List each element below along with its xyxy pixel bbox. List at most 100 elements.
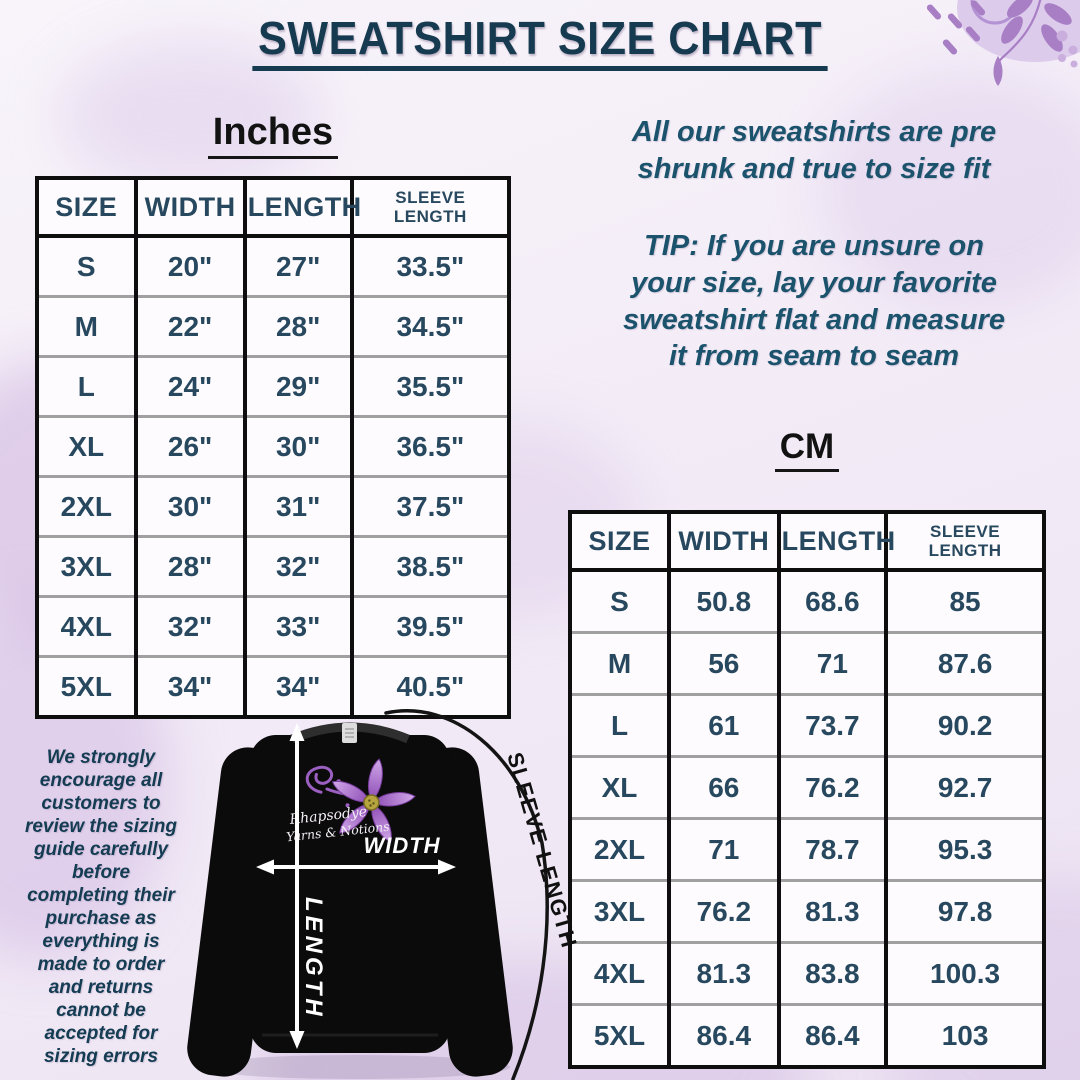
size-cell: 103 — [884, 1003, 1044, 1067]
size-cell: 28" — [133, 535, 245, 597]
size-cell: 50.8 — [666, 570, 779, 633]
neck-tag — [342, 723, 357, 743]
measurement-arrows: WIDTH LENGTH — [256, 723, 456, 1049]
column-header: WIDTH — [666, 512, 779, 572]
size-cell: 95.3 — [884, 817, 1044, 881]
size-cell: 100.3 — [884, 941, 1044, 1005]
size-row: 4XL 81.3 83.8 100.3 — [570, 941, 1044, 1005]
size-row: 3XL 76.2 81.3 97.8 — [570, 879, 1044, 943]
size-cell: 34.5" — [349, 295, 509, 357]
leaf-shapes — [993, 0, 1072, 86]
size-row: S 50.8 68.6 85 — [570, 570, 1044, 633]
column-header: LENGTH — [242, 178, 361, 238]
size-cell: 39.5" — [349, 595, 509, 657]
leaf-branch-decoration — [926, 0, 1080, 86]
size-row: M 22" 28" 34.5" — [37, 295, 509, 357]
size-cell: 92.7 — [884, 755, 1044, 819]
size-row: L 24" 29" 35.5" — [37, 355, 509, 417]
size-cell: 26" — [133, 415, 245, 477]
size-cell: 3XL — [570, 879, 669, 943]
size-cell: 3XL — [37, 535, 136, 597]
inches-heading-text: Inches — [207, 111, 339, 159]
size-cell: 34" — [133, 655, 245, 717]
size-row: 2XL 71 78.7 95.3 — [570, 817, 1044, 881]
size-cell: 2XL — [37, 475, 136, 537]
size-cell: 85 — [884, 570, 1044, 633]
header-row: SIZE WIDTH LENGTH SLEEVE LENGTH — [570, 512, 1044, 572]
size-row: XL 66 76.2 92.7 — [570, 755, 1044, 819]
size-cell: 27" — [242, 236, 352, 297]
page-title-text: SWEATSHIRT SIZE CHART — [252, 14, 828, 72]
size-cell: 76.2 — [666, 879, 779, 943]
dash-accents — [926, 0, 986, 55]
size-cell: 2XL — [570, 817, 669, 881]
size-cell: 29" — [242, 355, 352, 417]
column-header: SLEEVE LENGTH — [349, 178, 509, 238]
dot-accents — [1056, 30, 1078, 68]
header-row: SIZE WIDTH LENGTH SLEEVE LENGTH — [37, 178, 509, 238]
size-cell: XL — [570, 755, 669, 819]
size-cell: 36.5" — [349, 415, 509, 477]
size-cell: 83.8 — [776, 941, 887, 1005]
tip-note: TIP: If you are unsure on your size, lay… — [623, 230, 1005, 373]
cm-heading: CM — [568, 427, 1046, 472]
size-cell: 30" — [242, 415, 352, 477]
preshrunk-note: All our sweatshirts are pre shrunk and t… — [631, 116, 997, 185]
size-cell: 35.5" — [349, 355, 509, 417]
inches-size-table: SIZE WIDTH LENGTH SLEEVE LENGTH S 20" 27" 33.5"… — [35, 176, 511, 719]
column-header: SIZE — [570, 512, 669, 572]
size-cell: XL — [37, 415, 136, 477]
size-cell: 68.6 — [776, 570, 887, 633]
size-cell: 32" — [133, 595, 245, 657]
size-cell: 97.8 — [884, 879, 1044, 943]
size-cell: 86.4 — [776, 1003, 887, 1067]
size-cell: M — [570, 631, 669, 695]
size-cell: 22" — [133, 295, 245, 357]
size-cell: 87.6 — [884, 631, 1044, 695]
size-cell: 61 — [666, 693, 779, 757]
size-cell: 78.7 — [776, 817, 887, 881]
cm-heading-text: CM — [774, 427, 840, 472]
sleeve-curve — [384, 709, 549, 1080]
sweatshirt-graphic — [187, 722, 513, 1079]
disclaimer-note: We strongly encourage all customers to r… — [24, 747, 178, 1067]
size-cell: 37.5" — [349, 475, 509, 537]
size-row: 2XL 30" 31" 37.5" — [37, 475, 509, 537]
size-cell: 5XL — [37, 655, 136, 717]
size-cell: S — [76, 250, 96, 282]
size-cell: 28" — [242, 295, 352, 357]
column-header: SIZE — [37, 178, 136, 238]
cm-size-table: SIZE WIDTH LENGTH SLEEVE LENGTH S 50.8 68.6 85 M… — [568, 510, 1046, 1069]
size-cell: 86.4 — [666, 1003, 779, 1067]
size-row: 4XL 32" 33" 39.5" — [37, 595, 509, 657]
size-row: 5XL 34" 34" 40.5" — [37, 655, 509, 717]
swirl-flourish — [305, 765, 334, 794]
size-cell: 40.5" — [349, 655, 509, 717]
size-cell: M — [37, 295, 136, 357]
sweatshirt-measurement-diagram: Rhapsodye Yarns & Notions WIDTH LENGTH S… — [187, 709, 582, 1080]
size-cell: 71 — [776, 631, 887, 695]
page-title: SWEATSHIRT SIZE CHART — [0, 14, 1080, 72]
size-cell: 5XL — [570, 1003, 669, 1067]
width-label: WIDTH — [363, 833, 440, 858]
size-row: XL 26" 30" 36.5" — [37, 415, 509, 477]
size-cell: 38.5" — [349, 535, 509, 597]
size-cell: 90.2 — [884, 693, 1044, 757]
size-cell: 4XL — [570, 941, 669, 1005]
size-cell: 73.7 — [776, 693, 887, 757]
size-cell: 24" — [133, 355, 245, 417]
flower-icon — [331, 758, 416, 843]
size-cell: 66 — [666, 755, 779, 819]
size-cell: 76.2 — [776, 755, 887, 819]
column-header: SLEEVE LENGTH — [884, 512, 1044, 572]
column-header: LENGTH — [776, 512, 895, 572]
circle-outline-shape — [970, 0, 1020, 25]
size-row: L 61 73.7 90.2 — [570, 693, 1044, 757]
size-cell: L — [570, 693, 669, 757]
size-cell: 33" — [242, 595, 352, 657]
size-cell: 34" — [242, 655, 352, 717]
size-cell: 81.3 — [666, 941, 779, 1005]
size-row: 5XL 86.4 86.4 103 — [570, 1003, 1044, 1067]
length-label: LENGTH — [300, 897, 327, 1020]
